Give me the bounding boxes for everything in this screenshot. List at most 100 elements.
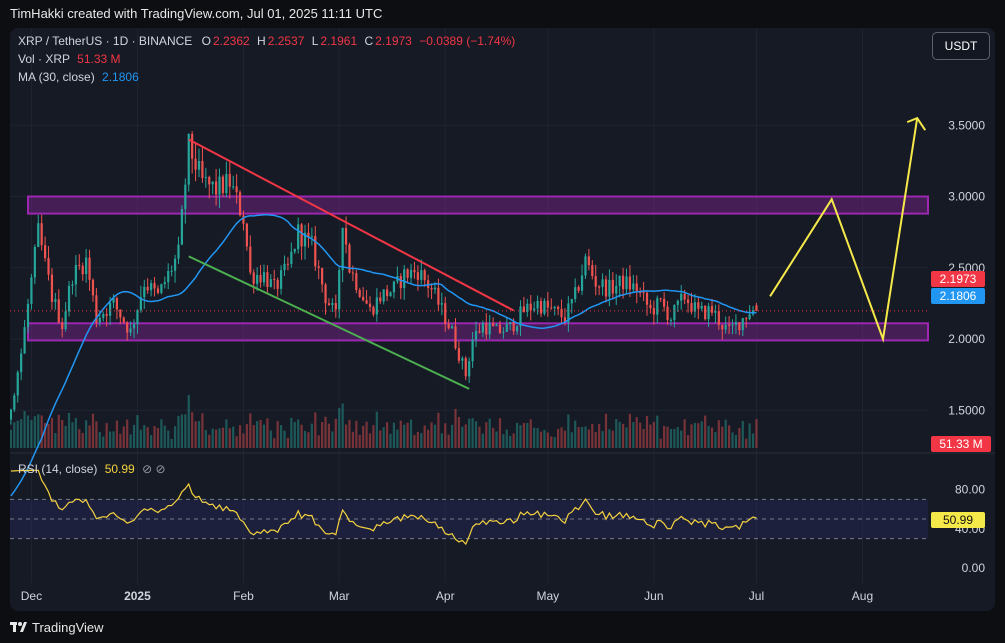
volume-bar: [505, 429, 508, 448]
volume-bar: [690, 424, 693, 448]
candle-body: [355, 273, 358, 291]
change-value: −0.0389 (−1.74%): [419, 34, 516, 48]
candle-body: [252, 272, 255, 284]
candle-body: [502, 331, 505, 333]
volume-bar: [23, 411, 26, 448]
rsi-label[interactable]: RSI (14, close): [18, 462, 98, 476]
low-label: L: [311, 34, 319, 48]
volume-bar: [273, 438, 276, 448]
volume-bar: [184, 414, 187, 448]
candle-body: [509, 321, 512, 324]
candle-body: [615, 285, 618, 294]
candle-body: [108, 302, 112, 316]
candle-body: [375, 297, 378, 315]
volume-bar: [122, 426, 125, 448]
candle-body: [683, 293, 686, 300]
volume-bar: [741, 420, 744, 448]
volume-bar: [327, 423, 331, 448]
candle-body: [413, 269, 416, 273]
volume-bar: [543, 429, 546, 448]
volume-bar: [399, 420, 402, 448]
candle-body: [512, 321, 515, 332]
candle-body: [379, 297, 382, 302]
volume-bar: [515, 422, 519, 448]
volume-bar: [78, 429, 81, 448]
volume-bar: [30, 420, 33, 448]
candle-body: [98, 317, 101, 323]
volume-bar: [751, 433, 755, 448]
candle-body: [112, 297, 115, 303]
volume-bar: [150, 435, 153, 448]
volume-bar: [714, 432, 717, 448]
volume-bar: [710, 427, 714, 448]
volume-label[interactable]: Vol · XRP: [18, 52, 70, 66]
candle-body: [300, 224, 303, 247]
candle-body: [238, 192, 242, 216]
ma-label[interactable]: MA (30, close): [18, 70, 95, 84]
candle-body: [416, 272, 419, 280]
candle-body: [714, 311, 717, 313]
support-zone: [27, 322, 929, 342]
candle-body: [20, 353, 23, 373]
candle-body: [358, 290, 361, 297]
volume-bar: [618, 421, 621, 448]
candle-body: [26, 303, 30, 328]
candle-body: [690, 303, 693, 312]
rsi-pane: [10, 469, 928, 546]
candle-body: [221, 176, 225, 194]
symbol-label[interactable]: XRP / TetherUS · 1D · BINANCE: [18, 34, 193, 48]
candle-body: [10, 409, 12, 420]
candle-body: [273, 279, 276, 281]
volume-bar: [416, 432, 419, 448]
volume-bar: [211, 428, 214, 448]
volume-bar: [539, 431, 543, 448]
volume-bar: [81, 432, 84, 448]
volume-bar: [574, 420, 577, 448]
candle-body: [567, 303, 570, 323]
candle-body: [587, 256, 590, 266]
volume-bar: [526, 422, 529, 448]
volume-bar: [440, 433, 443, 448]
brand-name: TradingView: [32, 620, 104, 635]
candle-body: [618, 275, 621, 286]
candle-body: [721, 324, 724, 330]
candle-body: [461, 358, 464, 361]
candle-body: [232, 186, 235, 188]
candle-body: [669, 319, 673, 321]
volume-bar: [403, 424, 406, 448]
volume-bar: [625, 427, 628, 448]
candle-body: [259, 274, 262, 283]
candle-body: [498, 324, 502, 333]
volume-bar: [474, 421, 478, 448]
volume-bar: [519, 425, 522, 448]
volume-bar: [362, 425, 365, 448]
volume-bar: [731, 432, 734, 448]
volume-bar: [577, 427, 580, 448]
volume-legend: Vol · XRP 51.33 M: [18, 52, 121, 66]
rsi-visibility-icons[interactable]: ⊘ ⊘: [142, 462, 166, 476]
volume-bar: [553, 437, 556, 448]
candle-body: [485, 323, 488, 335]
candle-body: [724, 324, 727, 330]
candle-body: [601, 279, 604, 288]
volume-bar: [163, 425, 166, 448]
chart-panel[interactable]: 3.5000 3.0000 2.5000 2.0000 1.5000 Dec 2025 Feb…: [10, 28, 995, 611]
volume-bar: [563, 430, 567, 448]
candle-body: [409, 269, 413, 278]
volume-bar: [266, 418, 269, 448]
currency-button[interactable]: USDT: [932, 32, 990, 60]
candle-body: [731, 324, 734, 326]
candle-body: [697, 302, 700, 309]
volume-bar: [208, 434, 211, 448]
volume-bar: [26, 415, 30, 448]
volume-bar: [95, 421, 98, 448]
volume-bar: [351, 431, 354, 448]
volume-bar: [204, 430, 207, 448]
volume-bar: [47, 423, 50, 448]
candle-body: [136, 310, 139, 325]
volume-bar: [156, 428, 160, 448]
volume-bar: [721, 426, 724, 448]
candle-body: [745, 318, 748, 320]
